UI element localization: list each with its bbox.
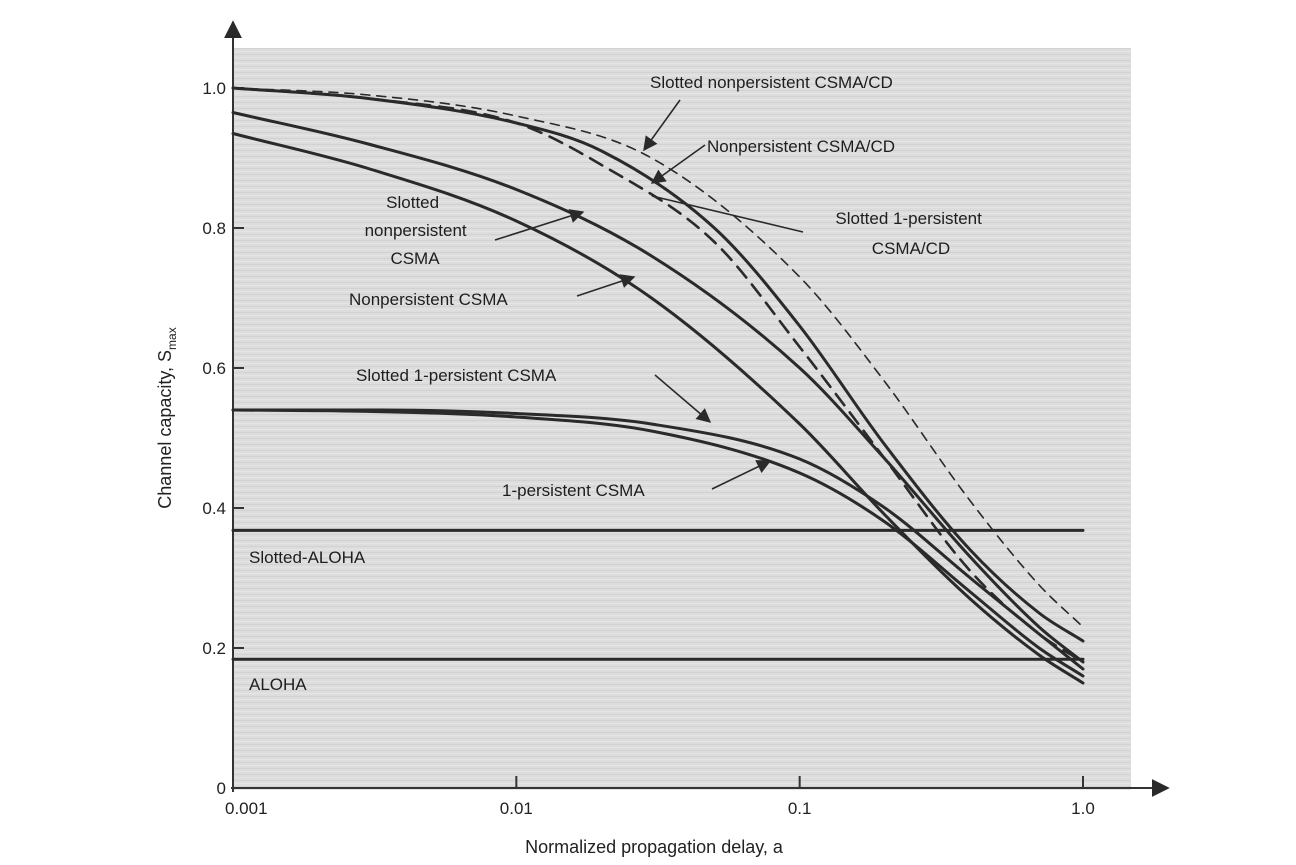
leader-1p-csma (711, 460, 772, 490)
x-tick-label: 1.0 (1071, 799, 1095, 818)
leader-snp-csma (494, 209, 585, 241)
curve-slotted-1-persistent-csma (231, 408, 1085, 671)
curve-nonpersistent-csma (231, 132, 1085, 685)
label-nonpersistent-csma-cd: Nonpersistent CSMA/CD (707, 137, 895, 156)
x-tick-label: 0.001 (225, 799, 268, 818)
y-tick-label: 0.4 (202, 499, 226, 518)
label-slotted-1-persistent-csma: Slotted 1-persistent CSMA (356, 366, 557, 385)
leader-s1p-csma (654, 374, 712, 423)
leader-np-csma (576, 274, 636, 297)
label-nonpersistent-csma: Nonpersistent CSMA (349, 290, 508, 309)
label-1-persistent-csma: 1-persistent CSMA (502, 481, 645, 500)
curve-slotted-1-persistent-csma-cd (231, 86, 1085, 664)
label-slotted-nonpersistent-csma: Slotted nonpersistent CSMA (365, 193, 472, 268)
leader-snp-cd (643, 99, 681, 152)
label-slotted-1-persistent-csma-cd: Slotted 1-persistent CSMA/CD (835, 209, 986, 258)
curve-1-persistent-csma (231, 408, 1085, 678)
curves-group (231, 86, 1085, 685)
x-tick-label: 0.01 (500, 799, 533, 818)
y-tick-label: 0.6 (202, 359, 226, 378)
x-axis-title-text: Normalized propagation delay, a (525, 837, 784, 857)
label-slotted-nonpersistent-csma-cd: Slotted nonpersistent CSMA/CD (650, 73, 893, 92)
leader-s1p-cd (651, 195, 804, 233)
y-tick-label: 0 (217, 779, 226, 798)
label-slotted-aloha: Slotted-ALOHA (249, 548, 366, 567)
leader-np-cd (650, 144, 706, 184)
y-axis-title: Channel capacity, Smax (155, 327, 179, 508)
y-tick-label: 1.0 (202, 79, 226, 98)
x-tick-label: 0.1 (788, 799, 812, 818)
y-tick-label: 0.2 (202, 639, 226, 658)
label-aloha: ALOHA (249, 675, 307, 694)
curve-slotted-nonpersistent-csma (231, 111, 1085, 664)
x-axis-title: Normalized propagation delay, a (525, 837, 784, 857)
y-tick-label: 0.8 (202, 219, 226, 238)
y-axis-title-text: Channel capacity, S (155, 350, 175, 509)
y-axis-title-subscript: max (165, 327, 179, 350)
annotation-leaders (494, 99, 804, 490)
axis-ticks: 0 0.2 0.4 0.6 0.8 1.0 0.001 0.01 0.1 1.0 (202, 79, 1094, 818)
plot-area-background (233, 48, 1131, 790)
